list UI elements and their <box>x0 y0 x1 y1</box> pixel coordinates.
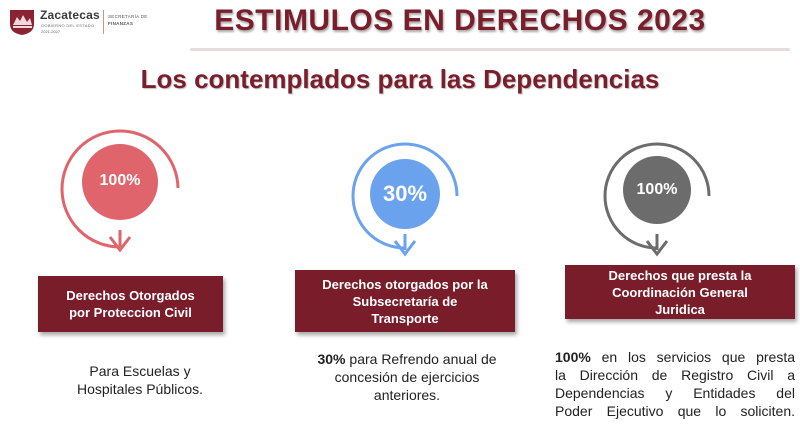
bar-transporte: Derechos otorgados por la Subsecretaría … <box>295 270 515 332</box>
bar-line: Coordinación General <box>612 284 748 300</box>
bar-line: Transporte <box>371 310 439 326</box>
zacatecas-logo: Zacatecas GOBIERNO DEL ESTADO 2021-2027 … <box>8 6 158 40</box>
logo-divider <box>103 10 104 34</box>
desc-line: Para Escuelas y <box>89 363 191 379</box>
bar-line: Juridica <box>655 301 705 317</box>
desc-line: anteriores. <box>373 387 441 403</box>
desc-bold-percent: 100% <box>555 349 591 365</box>
description-proteccion-civil: Para Escuelas y Hospitales Públicos. <box>60 362 220 398</box>
logo-years: 2021-2027 <box>41 29 61 34</box>
bar-line: Derechos Otorgados <box>66 288 195 303</box>
desc-line: Dependencias y Entidades del <box>555 385 795 401</box>
dept-line-1: SECRETARÍA DE <box>108 14 148 19</box>
desc-line: en los servicios que presta <box>590 349 795 365</box>
dept-line-2: FINANZAS <box>108 21 134 26</box>
bar-proteccion-civil: Derechos Otorgados por Proteccion Civil <box>38 276 223 332</box>
percent-ring-proteccion-civil: 100% <box>60 122 190 262</box>
header: Zacatecas GOBIERNO DEL ESTADO 2021-2027 … <box>0 0 800 51</box>
desc-line: la Dirección de Registro Civil a <box>555 367 795 383</box>
bar-line: Derechos otorgados por la <box>322 276 488 292</box>
bar-line: Derechos que presta la <box>608 267 752 283</box>
percent-value: 100% <box>99 172 141 189</box>
desc-line: concesión de ejercicios <box>334 369 480 385</box>
desc-line: Hospitales Públicos. <box>76 381 204 397</box>
logo-name: Zacatecas <box>40 8 100 22</box>
zacatecas-emblem-icon <box>10 10 34 35</box>
percent-value: 100% <box>636 181 678 198</box>
section-subtitle: Los contemplados para las Dependencias <box>140 64 660 94</box>
bar-line: por Proteccion Civil <box>69 305 192 320</box>
page-title: ESTIMULOS EN DERECHOS 2023 <box>214 4 706 37</box>
logo-subtitle: GOBIERNO DEL ESTADO <box>41 23 95 28</box>
desc-line: para Refrendo anual de <box>345 351 497 367</box>
bar-line: Subsecretaría de <box>352 293 458 309</box>
title-underline <box>190 48 790 51</box>
percent-value: 30% <box>382 181 428 206</box>
bar-coordinacion-juridica: Derechos que presta la Coordinación Gene… <box>565 265 795 319</box>
description-coordinacion-juridica: 100% en los servicios que presta la Dire… <box>555 348 795 420</box>
desc-bold-percent: 30% <box>317 351 346 367</box>
description-transporte: 30% para Refrendo anual de concesión de … <box>296 350 518 404</box>
desc-line: Poder Ejecutivo que lo soliciten. <box>555 403 795 419</box>
percent-ring-transporte: 30% <box>345 138 475 278</box>
percent-ring-coordinacion-juridica: 100% <box>600 138 730 278</box>
